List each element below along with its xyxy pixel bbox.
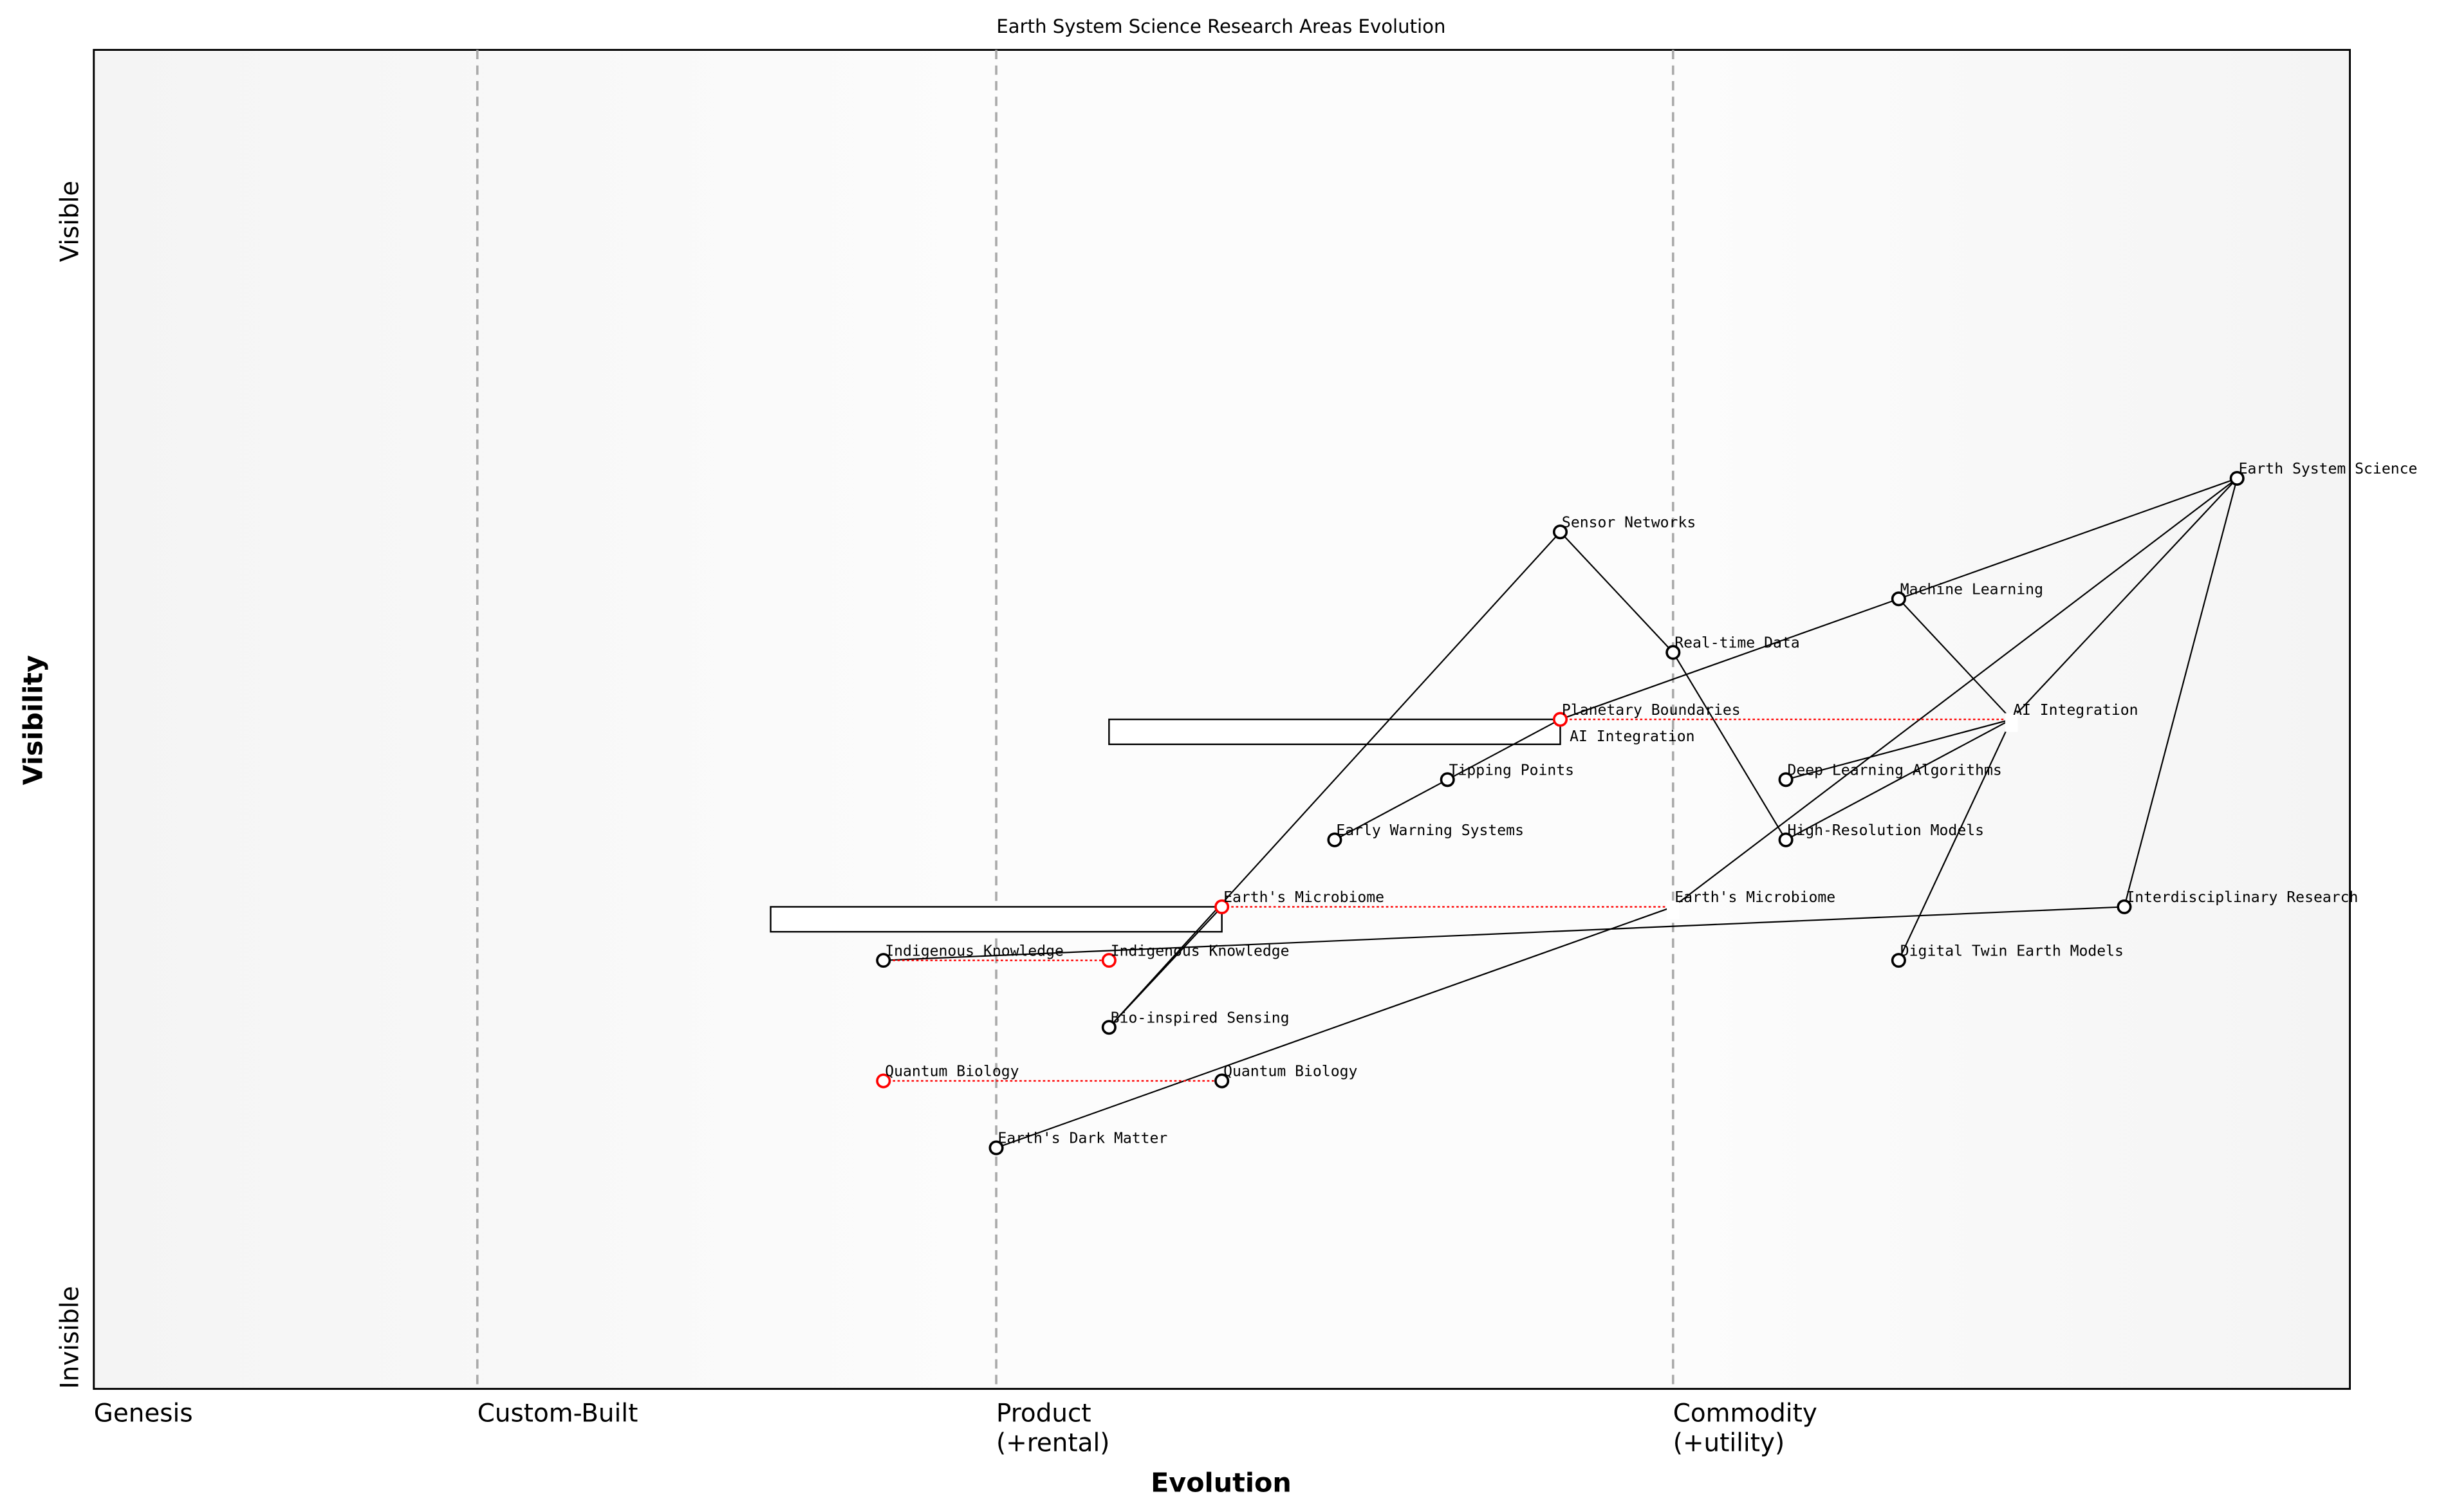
y-axis-label: Visibility: [18, 655, 49, 785]
component-node: [1214, 899, 1230, 914]
component-label: Real-time Data: [1674, 635, 1799, 652]
stage-label: Genesis: [94, 1399, 193, 1428]
component-label: Interdisciplinary Research: [2126, 889, 2358, 906]
evolution-target-marker: [1667, 900, 1680, 919]
component-node: [2117, 899, 2132, 914]
stage-label: Product (+rental): [996, 1399, 1109, 1458]
component-node: [876, 1073, 891, 1089]
dependency-link: [1560, 598, 1899, 721]
component-node: [1214, 1073, 1230, 1089]
component-label: Indigenous Knowledge: [1111, 943, 1290, 959]
dependency-link: [883, 906, 2124, 961]
dependency-link: [1334, 779, 1448, 841]
component-node: [1778, 832, 1794, 847]
component-label: Planetary Boundaries: [1562, 702, 1741, 719]
component-node: [1891, 591, 1906, 607]
y-axis-top: Visible: [55, 181, 84, 263]
component-label: AI Integration: [2013, 702, 2138, 719]
component-node: [1101, 1020, 1117, 1035]
dependency-link: [1672, 652, 1787, 840]
component-label: Early Warning Systems: [1336, 822, 1524, 839]
component-label: Deep Learning Algorithms: [1788, 762, 2002, 779]
dependency-link: [1898, 598, 2012, 720]
dependency-link: [2123, 478, 2238, 907]
inertia-box: [1108, 718, 1561, 746]
dependency-link: [1559, 531, 1674, 653]
dependency-link: [1447, 719, 1561, 780]
component-label: Machine Learning: [1900, 582, 2043, 598]
dependency-link: [2010, 477, 2238, 720]
x-axis-label: Evolution: [1151, 1468, 1292, 1498]
component-node: [2229, 470, 2245, 486]
component-label: Earth's Dark Matter: [997, 1130, 1167, 1147]
component-label: Earth System Science: [2239, 461, 2418, 477]
component-label: Digital Twin Earth Models: [1900, 943, 2124, 959]
dependency-link: [1785, 719, 2012, 780]
dependency-link: [1898, 719, 2012, 961]
component-node: [876, 953, 891, 968]
component-label: Tipping Points: [1449, 762, 1574, 779]
component-node: [988, 1140, 1004, 1156]
component-label: AI Integration: [1570, 728, 1694, 745]
map-title: Earth System Science Research Areas Evol…: [996, 15, 1445, 37]
component-node: [1552, 524, 1568, 540]
dependency-link: [1785, 719, 2012, 841]
component-node: [1101, 953, 1117, 968]
dependency-link: [996, 906, 1674, 1149]
dependency-link: [1898, 477, 2238, 600]
component-node: [1891, 953, 1906, 968]
component-label: High-Resolution Models: [1788, 822, 1984, 839]
component-label: Quantum Biology: [1223, 1064, 1357, 1080]
component-node: [1327, 832, 1342, 847]
y-axis-bottom: Invisible: [55, 1286, 84, 1389]
dependency-link: [1108, 906, 1223, 1028]
component-label: Bio-inspired Sensing: [1111, 1010, 1290, 1026]
component-label: Earth's Microbiome: [1674, 889, 1835, 906]
stage-label: Custom-Built: [478, 1399, 638, 1428]
dependency-link: [1108, 531, 1561, 1028]
evolution-target-marker: [2005, 713, 2018, 732]
component-label: Quantum Biology: [885, 1064, 1019, 1080]
dependency-link: [1673, 477, 2238, 908]
component-node: [1778, 772, 1794, 788]
component-label: Sensor Networks: [1562, 514, 1696, 531]
component-label: Earth's Microbiome: [1223, 889, 1384, 906]
component-node: [1552, 712, 1568, 727]
component-node: [1665, 645, 1681, 660]
component-label: Indigenous Knowledge: [885, 943, 1064, 959]
component-node: [1440, 772, 1455, 788]
inertia-box: [770, 906, 1223, 933]
stage-label: Commodity (+utility): [1673, 1399, 1817, 1458]
